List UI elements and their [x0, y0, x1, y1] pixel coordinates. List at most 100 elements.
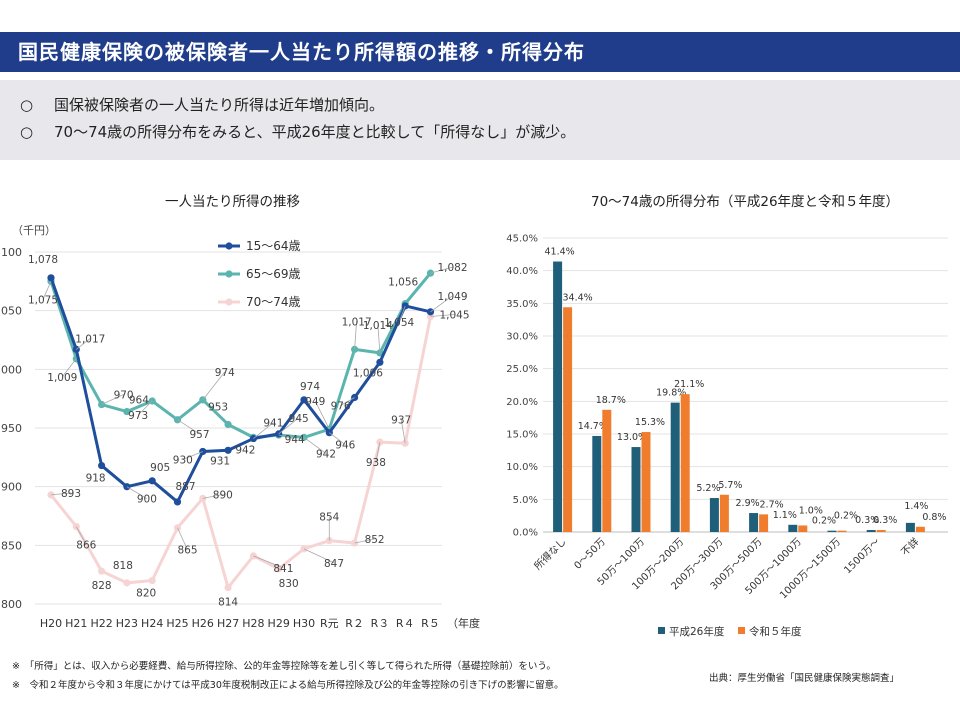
y-tick-label: 800 — [1, 598, 22, 611]
label-leader-line — [202, 371, 226, 401]
x-tick-label: 所得なし — [532, 536, 569, 573]
y-tick-label: 15.0% — [506, 430, 538, 441]
label-leader-line — [400, 419, 406, 444]
y-tick-label: 35.0% — [506, 299, 538, 310]
data-label: 1,075 — [28, 294, 58, 306]
label-leader-line — [303, 437, 327, 454]
series-line — [49, 277, 431, 504]
data-point — [224, 446, 232, 454]
data-label: 976 — [331, 400, 351, 412]
legend-label: 15～64歳 — [246, 239, 301, 253]
legend-marker — [225, 298, 233, 306]
y-tick-label: 5.0% — [513, 495, 538, 506]
data-point — [148, 477, 156, 485]
label-leader-line — [354, 538, 375, 544]
data-label: 1,056 — [388, 277, 418, 289]
x-tick-label: H27 — [217, 617, 239, 630]
data-label: 1,045 — [439, 310, 469, 322]
bar — [827, 530, 837, 532]
x-tick-label: H30 — [293, 617, 315, 630]
bar-value-label: 0.2% — [834, 511, 858, 522]
data-label: 1,078 — [28, 254, 58, 266]
y-tick-label: 10.0% — [506, 462, 538, 473]
bar — [631, 447, 641, 532]
data-label: 828 — [92, 580, 112, 592]
y-tick-label: 25.0% — [506, 364, 538, 375]
summary-text: 70～74歳の所得分布をみると、平成26年度と比較して「所得なし」が減少。 — [54, 123, 576, 141]
income-distribution-bar-chart: 0.0% 5.0% 10.0% 15.0% 20.0% 25.0% 30.0% 35.0% 40… — [506, 234, 948, 638]
y-tick-label: 900 — [1, 481, 22, 494]
x-tick-label: H20 — [40, 617, 62, 630]
bar — [798, 525, 808, 532]
data-label: 973 — [128, 410, 148, 422]
x-tick-label: R２ — [345, 617, 364, 630]
data-label: 957 — [189, 429, 209, 441]
data-label: 1,082 — [437, 262, 467, 274]
series-line — [49, 316, 432, 590]
data-label: 1,049 — [437, 291, 467, 303]
label-leader-line — [430, 314, 455, 317]
bar-value-label: 18.7% — [596, 395, 626, 406]
x-tick-label: H28 — [242, 617, 264, 630]
x-tick-label: 1500万～ — [842, 536, 882, 576]
bar — [602, 409, 612, 532]
data-label: 1,009 — [47, 372, 77, 384]
bar — [788, 524, 798, 532]
data-label: 854 — [319, 512, 339, 524]
bar-value-label: 21.1% — [674, 379, 704, 390]
summary-item: ○ 国保被保険者の一人当たり所得は近年増加傾向。 — [20, 94, 384, 115]
label-leader-line — [50, 492, 72, 496]
data-point — [426, 269, 435, 277]
data-label: 820 — [136, 588, 156, 600]
label-leader-line — [354, 321, 357, 350]
income-trend-line-chart: 800 850 900 950 1,000 1,050 1,100 （千円） H20H21H22… — [0, 224, 480, 630]
data-point — [123, 579, 131, 587]
data-label: 931 — [210, 455, 230, 467]
x-tick-label: 0～50万 — [572, 536, 607, 571]
data-point — [123, 407, 131, 416]
y-tick-label: 0.0% — [513, 528, 538, 539]
data-point — [224, 583, 232, 592]
label-leader-line — [253, 555, 284, 569]
legend-label: 令和５年度 — [749, 625, 802, 638]
x-tick-label: R４ — [396, 617, 415, 630]
label-leader-line — [76, 338, 91, 350]
data-point — [376, 358, 384, 366]
x-axis-unit: （年度） — [447, 616, 480, 630]
bar — [749, 513, 759, 532]
data-label: 890 — [213, 489, 233, 501]
label-leader-line — [278, 434, 295, 440]
summary-box: ○ 国保被保険者の一人当たり所得は近年増加傾向。 ○ 70～74歳の所得分布をみると… — [0, 80, 960, 160]
y-axis-unit: （千円） — [12, 224, 56, 237]
label-leader-line — [61, 358, 77, 378]
bar — [719, 494, 729, 532]
data-label: 887 — [175, 481, 195, 493]
y-tick-label: 850 — [1, 539, 22, 552]
bar — [670, 402, 680, 532]
bar-value-label: 13.0% — [617, 432, 647, 443]
data-point — [98, 461, 106, 470]
bar-value-label: 1.1% — [773, 510, 797, 521]
bar — [709, 498, 719, 532]
data-point — [351, 539, 359, 547]
x-tick-label: H25 — [166, 617, 188, 630]
label-leader-line — [126, 486, 148, 500]
data-label: 1,014 — [363, 320, 393, 332]
data-label: 937 — [391, 414, 411, 426]
bullet-circle-icon: ○ — [20, 123, 34, 141]
data-point — [173, 498, 182, 506]
data-label: 865 — [177, 545, 197, 557]
label-leader-line — [177, 419, 200, 435]
legend-swatch — [738, 627, 745, 634]
x-tick-label: R５ — [421, 617, 440, 630]
data-label: 949 — [305, 396, 325, 408]
series-line — [49, 272, 432, 439]
summary-text: 国保被保険者の一人当たり所得は近年増加傾向。 — [54, 96, 385, 114]
bullet-circle-icon: ○ — [20, 96, 34, 114]
x-tick-label: R３ — [371, 617, 390, 630]
data-label: 1,017 — [75, 333, 105, 345]
source-note: 出典：厚生労働省「国民健康保険実態調査」 — [709, 673, 900, 684]
y-tick-label: 1,100 — [0, 246, 22, 259]
data-label: 847 — [324, 558, 344, 570]
data-label: 944 — [285, 434, 305, 446]
